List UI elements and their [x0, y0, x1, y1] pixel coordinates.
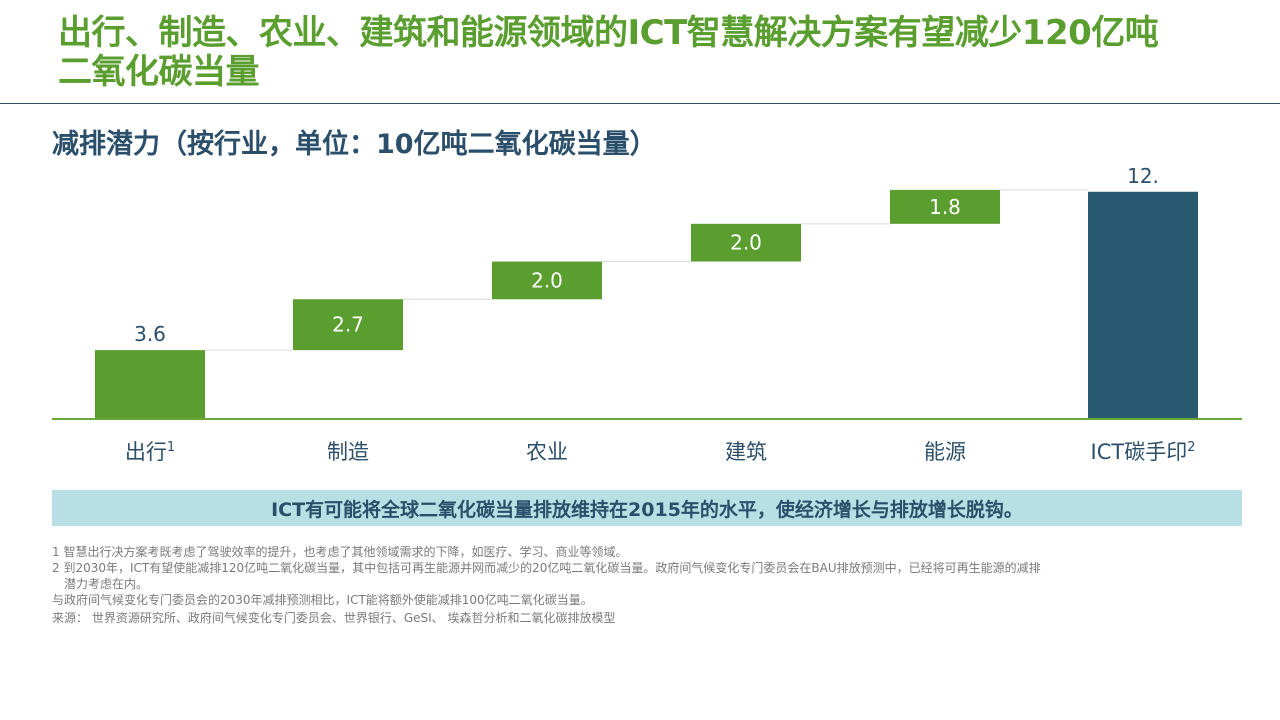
category-superscript: 2 [1187, 440, 1195, 455]
value-label: 2.0 [730, 231, 762, 255]
footnote-3: 与政府间气候变化专门委员会的2030年减排预测相比，ICT能将额外使能减排100… [52, 593, 593, 607]
category-label: 建筑 [725, 440, 767, 464]
bar-increment [492, 261, 602, 300]
bar-increment [890, 189, 1000, 224]
title-divider [0, 103, 1280, 104]
bar-increment [293, 299, 403, 351]
bar-increment [95, 350, 205, 418]
bar-increment [691, 223, 801, 262]
footnote-1: 1 智慧出行决方案考既考虑了驾驶效率的提升，也考虑了其他领域需求的下降，如医疗、… [52, 545, 628, 559]
footnote-2: 2 到2030年，ICT有望使能减排120亿吨二氧化碳当量，其中包括可再生能源并… [52, 561, 1041, 575]
source-note: 来源： 世界资源研究所、政府间气候变化专门委员会、世界银行、GeSI、 埃森哲分… [52, 611, 616, 625]
key-message-banner: ICT有可能将全球二氧化碳当量排放维持在2015年的水平，使经济增长与排放增长脱… [52, 490, 1242, 526]
footnote-2-continued: 潜力考虑在内。 [64, 577, 149, 591]
footnotes: 1 智慧出行决方案考既考虑了驾驶效率的提升，也考虑了其他领域需求的下降，如医疗、… [52, 544, 1212, 626]
value-label: 3.6 [134, 322, 166, 346]
slide-title: 出行、制造、农业、建筑和能源领域的ICT智慧解决方案有望减少120亿吨二氧化碳当… [58, 13, 1159, 92]
category-label: 制造 [327, 440, 369, 464]
category-label: 能源 [924, 440, 966, 464]
value-label: 12. [1127, 164, 1159, 188]
value-label: 1.8 [929, 195, 961, 219]
category-label: 农业 [526, 440, 568, 464]
value-label: 2.7 [332, 313, 364, 337]
category-superscript: 1 [167, 440, 175, 455]
category-label: 出行1 [125, 440, 175, 464]
value-label: 2.0 [531, 268, 563, 292]
category-label: ICT碳手印2 [1091, 440, 1196, 464]
bar-total [1088, 191, 1198, 418]
waterfall-chart: 3.6 2.7 2.0 2.0 1.8 12. 出行1 制造 农业 建筑 能源 ICT碳手印2 [52, 164, 1242, 464]
chart-subtitle: 减排潜力（按行业，单位：10亿吨二氧化碳当量） [52, 129, 657, 160]
